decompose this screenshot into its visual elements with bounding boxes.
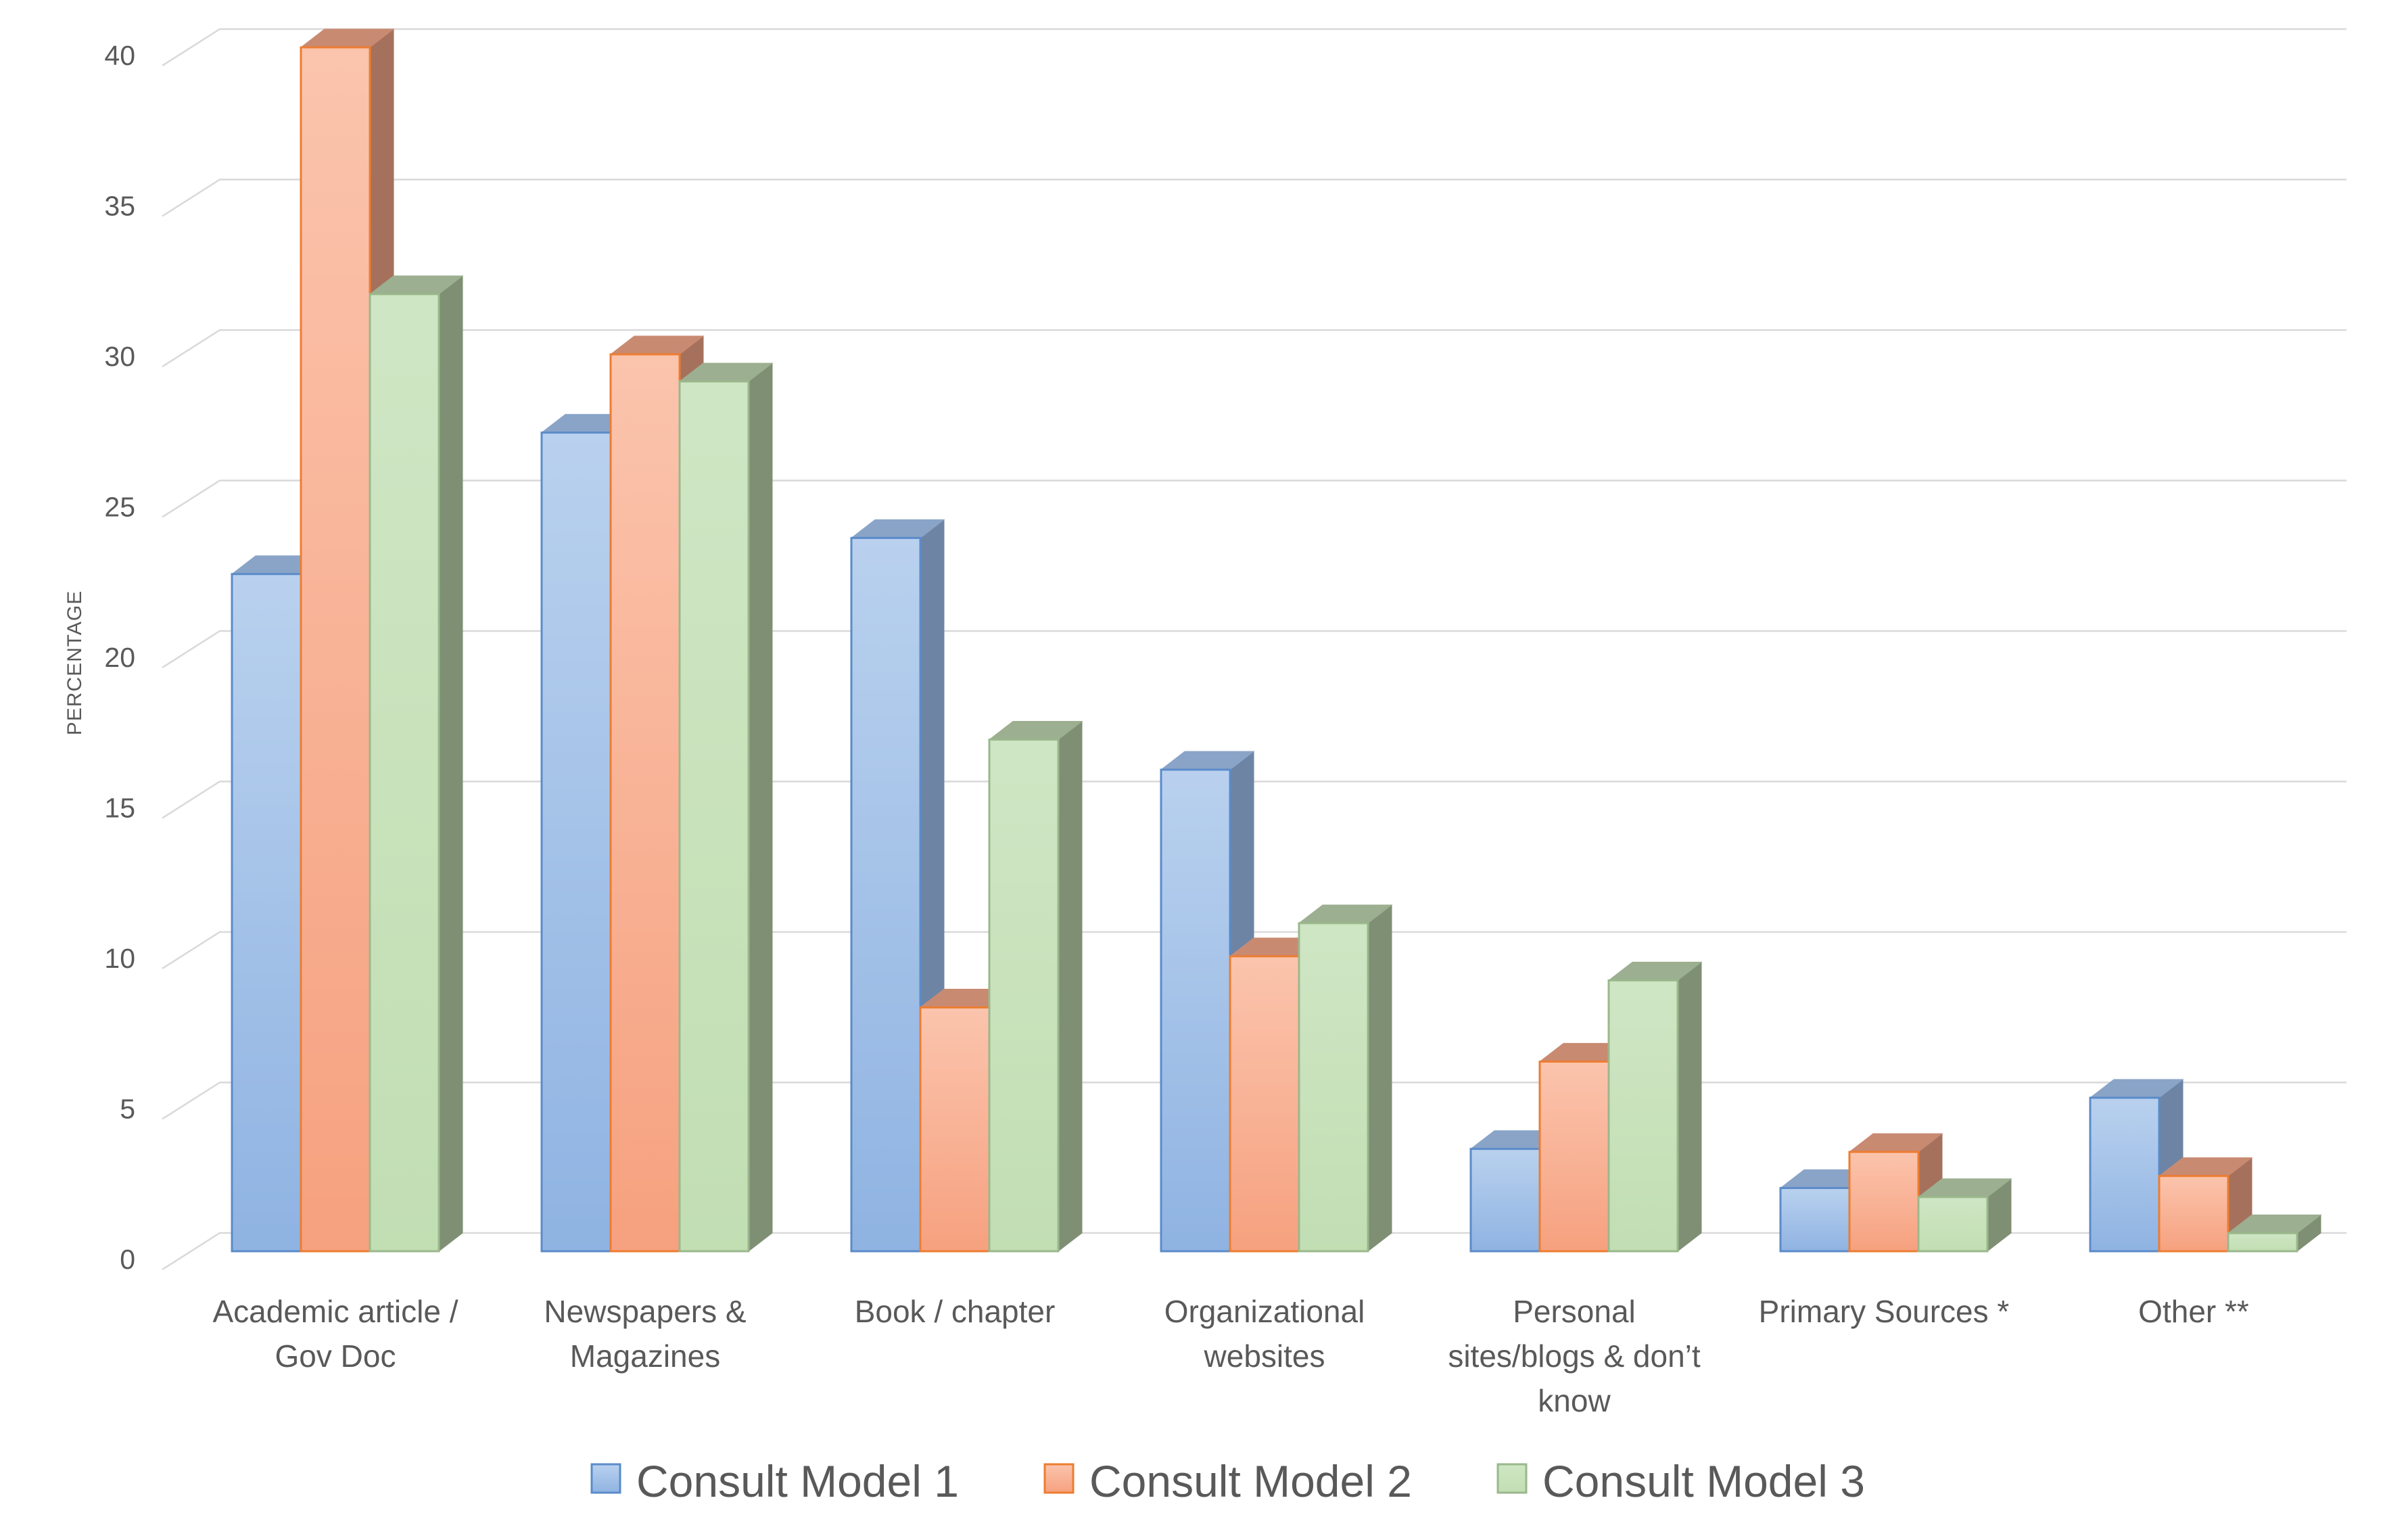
gridline: [162, 780, 2346, 819]
x-category-label: Academic article / Gov Doc: [212, 1294, 458, 1374]
x-category-label: Personal sites/blogs & don’t know: [1448, 1294, 1701, 1418]
gridline: [162, 329, 2346, 368]
y-tick-label: 10: [104, 943, 135, 974]
y-tick-label: 35: [104, 191, 135, 222]
bar: [2158, 1157, 2253, 1253]
legend-label: Consult Model 1: [636, 1456, 959, 1506]
bar: [2227, 1214, 2322, 1253]
bars: [231, 28, 2322, 1253]
legend-swatch: [1043, 1463, 1075, 1494]
bar: [1607, 961, 1703, 1253]
y-axis-ticks: 0 5 10 15 20 25 30 35 40: [104, 40, 135, 1275]
gridline: [162, 480, 2346, 518]
bar: [1298, 904, 1393, 1253]
y-axis-title: PERCENTAGE: [64, 590, 86, 735]
bar: [678, 362, 774, 1253]
y-tick-label: 30: [104, 341, 135, 372]
y-tick-label: 20: [104, 642, 135, 673]
x-category-label: Organizational websites: [1164, 1294, 1365, 1374]
bar: [988, 720, 1083, 1253]
bar: [850, 519, 945, 1253]
y-tick-label: 25: [104, 492, 135, 523]
legend-label: Consult Model 2: [1089, 1456, 1412, 1506]
x-category-label: Other **: [2138, 1294, 2249, 1329]
x-category-label: Book / chapter: [855, 1294, 1056, 1329]
legend-item: Consult Model 2: [1043, 1456, 1412, 1506]
gridlines: [162, 28, 2346, 1271]
y-tick-label: 15: [104, 793, 135, 824]
bar: [1917, 1178, 2012, 1253]
gridline: [162, 931, 2346, 970]
bar: [369, 275, 464, 1253]
gridline: [162, 28, 2346, 67]
y-tick-label: 5: [120, 1094, 135, 1125]
x-category-label: Primary Sources *: [1759, 1294, 2010, 1329]
legend-swatch: [1496, 1463, 1528, 1494]
y-tick-label: 40: [104, 40, 135, 71]
legend: Consult Model 1 Consult Model 2 Consult Mo…: [590, 1456, 1865, 1506]
legend-swatch: [590, 1463, 621, 1494]
y-tick-label: 0: [120, 1244, 135, 1275]
legend-label: Consult Model 3: [1542, 1456, 1865, 1506]
gridline: [162, 179, 2346, 217]
legend-item: Consult Model 3: [1496, 1456, 1865, 1506]
x-category-label: Newspapers & Magazines: [544, 1294, 746, 1374]
legend-item: Consult Model 1: [590, 1456, 959, 1506]
gridline: [162, 630, 2346, 669]
x-axis-categories: Academic article / Gov Doc Newspapers & Mag…: [212, 1294, 2248, 1418]
bar: [1160, 750, 1255, 1253]
